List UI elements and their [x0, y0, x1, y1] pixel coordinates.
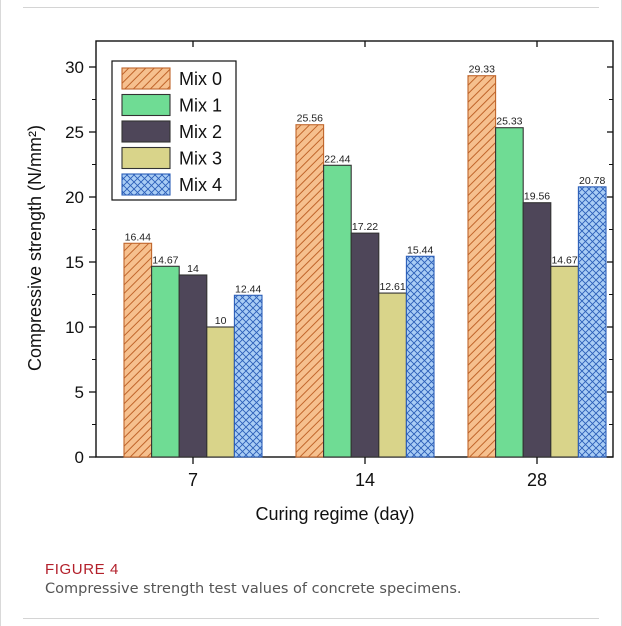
bar-mix-2-day-7	[178, 274, 208, 458]
legend-swatch-mix-0	[121, 67, 171, 90]
legend-swatch-mix-3	[121, 146, 171, 170]
bar-mix-4-day-14	[405, 255, 435, 458]
bottom-divider	[23, 618, 599, 619]
bar-value-label: 14.67	[152, 254, 178, 266]
x-axis-label: Curing regime (day)	[255, 504, 414, 524]
bar-mix-3-day-28	[550, 265, 579, 458]
y-tick-label: 25	[65, 123, 84, 142]
bar-value-label: 20.78	[579, 175, 605, 187]
bar-mix-4-day-28	[577, 186, 607, 458]
y-axis-label: Compressive strength (N/mm²)	[25, 125, 45, 371]
bar-value-label: 12.44	[235, 283, 261, 295]
figure-label: FIGURE 4	[45, 561, 119, 578]
bar-value-label: 15.44	[407, 244, 433, 256]
bar-mix-3-day-7	[206, 326, 235, 458]
top-divider	[23, 7, 599, 8]
legend-swatch-mix-4	[121, 173, 171, 196]
bar-mix-1-day-7	[151, 265, 180, 458]
legend-label: Mix 3	[179, 149, 222, 169]
bar-value-label: 10	[215, 315, 227, 327]
bar-mix-1-day-28	[495, 127, 524, 458]
bar-mix-0-day-7	[123, 242, 153, 458]
bar-mix-1-day-14	[323, 164, 352, 458]
y-tick-label: 5	[75, 383, 84, 402]
legend-label: Mix 1	[179, 96, 222, 116]
bar-mix-3-day-14	[378, 292, 407, 458]
bar-mix-4-day-7	[233, 294, 263, 458]
legend-label: Mix 4	[179, 175, 222, 195]
legend-swatch-mix-1	[121, 93, 171, 117]
y-tick-label: 20	[65, 188, 84, 207]
bar-value-label: 22.44	[324, 153, 350, 165]
bar-value-label: 14	[187, 263, 199, 275]
x-tick-label: 14	[355, 470, 375, 490]
figure-caption-text: Compressive strength test values of conc…	[45, 581, 462, 597]
x-tick-label: 7	[188, 470, 198, 490]
bar-mix-2-day-14	[350, 232, 380, 458]
y-tick-label: 30	[65, 58, 84, 77]
bar-value-label: 12.61	[379, 281, 405, 293]
figure-caption: FIGURE 4 Compressive strength test value…	[45, 561, 585, 597]
bar-chart: 05101520253016.4414.67141012.44725.5622.…	[25, 40, 614, 524]
bar-value-label: 29.33	[469, 64, 495, 76]
legend-label: Mix 2	[179, 122, 222, 142]
bar-mix-2-day-28	[522, 202, 552, 458]
legend-swatch-mix-2	[121, 120, 171, 143]
bar-value-label: 17.22	[352, 221, 378, 233]
bar-mix-0-day-14	[295, 124, 325, 458]
y-tick-label: 10	[65, 318, 84, 337]
y-tick-label: 0	[75, 448, 84, 467]
x-tick-label: 28	[527, 470, 547, 490]
legend-label: Mix 0	[179, 69, 222, 89]
y-tick-label: 15	[65, 253, 84, 272]
bar-mix-0-day-28	[467, 75, 497, 458]
bar-value-label: 14.67	[551, 254, 577, 266]
bar-value-label: 25.56	[297, 113, 323, 125]
bar-value-label: 16.44	[125, 231, 151, 243]
bar-value-label: 19.56	[524, 191, 550, 203]
bar-value-label: 25.33	[496, 116, 522, 128]
